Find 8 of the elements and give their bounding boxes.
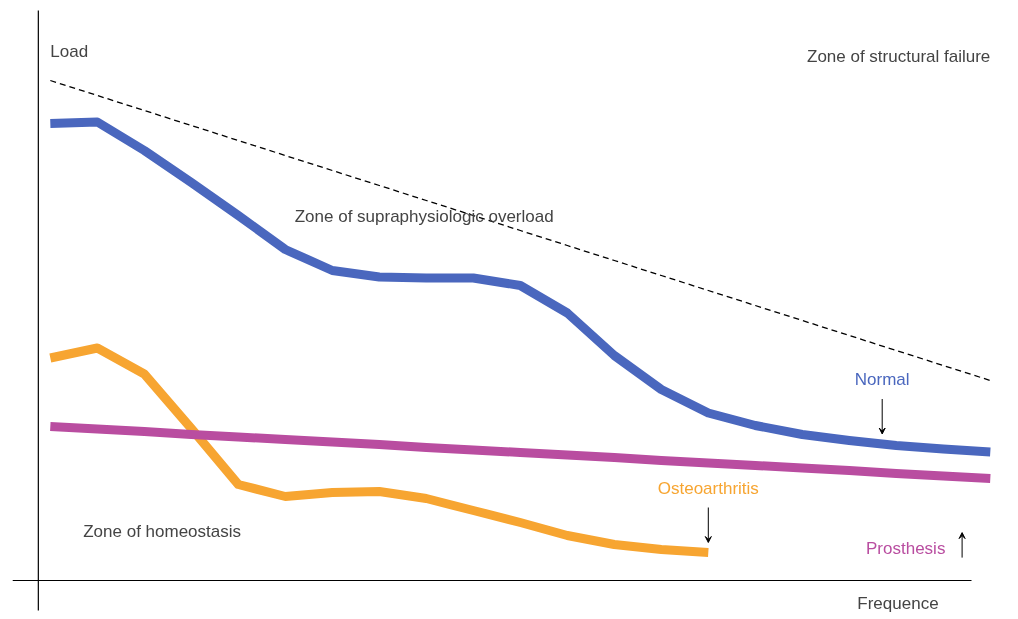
text: Osteoarthritis — [657, 478, 759, 498]
text: Prosthesis — [866, 538, 946, 558]
text: Zone of structural failure — [806, 46, 991, 66]
annotation: Zone of homeostasis — [83, 521, 242, 541]
annotation: Zone of supraphysiologic overload — [294, 206, 554, 226]
text: Normal — [854, 370, 910, 389]
x-axis-title: Frequence — [857, 594, 939, 613]
y-axis-title: Load — [50, 41, 89, 61]
